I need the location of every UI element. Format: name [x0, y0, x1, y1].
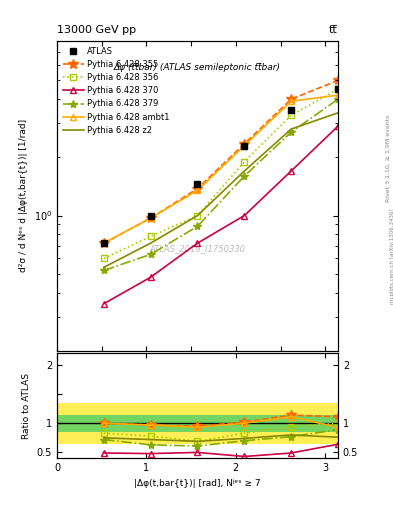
Legend: ATLAS, Pythia 6.428 355, Pythia 6.428 356, Pythia 6.428 370, Pythia 6.428 379, P: ATLAS, Pythia 6.428 355, Pythia 6.428 35…: [61, 45, 171, 137]
X-axis label: |Δφ(t,bar{t})| [rad], Nʲᵉˢ ≥ 7: |Δφ(t,bar{t})| [rad], Nʲᵉˢ ≥ 7: [134, 479, 261, 487]
Text: mcplots.cern.ch [arXiv:1306.3436]: mcplots.cern.ch [arXiv:1306.3436]: [390, 208, 393, 304]
Text: Δφ (tt̅bar) (ATLAS semileptonic tt̅bar): Δφ (tt̅bar) (ATLAS semileptonic tt̅bar): [114, 62, 281, 72]
Text: Rivet 3.1.10, ≥ 1.9M events: Rivet 3.1.10, ≥ 1.9M events: [386, 115, 391, 202]
Y-axis label: d²σ / d Nᵉˢ d |Δφ(t,bar{t})| [1/rad]: d²σ / d Nᵉˢ d |Δφ(t,bar{t})| [1/rad]: [19, 119, 28, 272]
Text: 13000 GeV pp: 13000 GeV pp: [57, 25, 136, 35]
Text: ATLAS_2019_I1750330: ATLAS_2019_I1750330: [149, 244, 246, 253]
Y-axis label: Ratio to ATLAS: Ratio to ATLAS: [22, 373, 31, 439]
Text: tt̅: tt̅: [329, 25, 338, 35]
